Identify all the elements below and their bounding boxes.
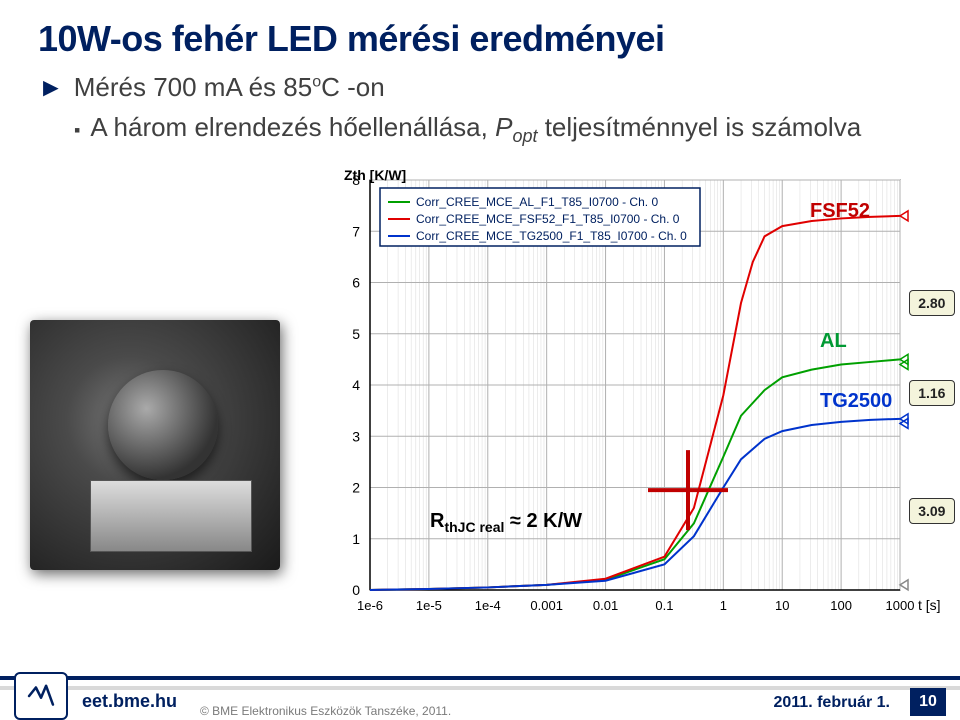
svg-text:Corr_CREE_MCE_TG2500_F1_T85_I0: Corr_CREE_MCE_TG2500_F1_T85_I0700 - Ch. … [416, 229, 687, 243]
bullet-1-a: Mérés 700 mA és 85 [74, 72, 312, 102]
rth-annotation: RthJC real ≈ 2 K/W [430, 510, 582, 535]
svg-text:5: 5 [352, 326, 360, 342]
bullet-2: ▪ A három elrendezés hőellenállása, Popt… [74, 112, 861, 147]
play-bullet-icon: ► [38, 72, 64, 103]
instrument-photo [30, 320, 280, 570]
svg-text:t [s]: t [s] [918, 597, 941, 613]
svg-text:1000: 1000 [886, 598, 915, 613]
svg-text:6: 6 [352, 275, 360, 291]
svg-text:Corr_CREE_MCE_FSF52_F1_T85_I07: Corr_CREE_MCE_FSF52_F1_T85_I0700 - Ch. 0 [416, 212, 680, 226]
b2b: teljesítménnyel is számolva [537, 112, 861, 142]
bullet-1-sup: o [312, 73, 321, 90]
svg-text:Corr_CREE_MCE_AL_F1_T85_I0700: Corr_CREE_MCE_AL_F1_T85_I0700 - Ch. 0 [416, 195, 658, 209]
label-fsf52: FSF52 [810, 200, 870, 223]
callout-value: 3.09 [909, 498, 955, 524]
square-bullet-icon: ▪ [74, 120, 80, 141]
svg-text:2: 2 [352, 480, 360, 496]
dept-logo [14, 672, 68, 720]
svg-text:7: 7 [352, 223, 360, 239]
b2a: A három elrendezés hőellenállása, [90, 112, 495, 142]
b2opt: opt [512, 126, 537, 146]
svg-text:0: 0 [352, 582, 360, 598]
svg-text:1e-5: 1e-5 [416, 598, 442, 613]
bullet-1-text: Mérés 700 mA és 85oC -on [74, 72, 385, 103]
footer-rule-navy [0, 676, 960, 680]
footer-site: eet.bme.hu [82, 691, 177, 712]
zth-chart: 0123456781e-61e-51e-40.0010.010.11101001… [300, 170, 950, 640]
svg-text:1e-4: 1e-4 [475, 598, 501, 613]
svg-text:1e-6: 1e-6 [357, 598, 383, 613]
footer-date: 2011. február 1. [773, 694, 890, 712]
svg-text:4: 4 [352, 377, 360, 393]
svg-text:10: 10 [775, 598, 789, 613]
svg-text:0.001: 0.001 [530, 598, 563, 613]
svg-text:3: 3 [352, 428, 360, 444]
b2p: P [495, 112, 512, 142]
svg-text:1: 1 [352, 531, 360, 547]
label-al: AL [820, 330, 847, 353]
footer-page-number: 10 [910, 688, 946, 716]
callout-value: 1.16 [909, 380, 955, 406]
bullet-1-b: C -on [321, 72, 385, 102]
bullet-1: ► Mérés 700 mA és 85oC -on [38, 72, 385, 103]
footer-rule-grey [0, 686, 960, 690]
footer-copyright: © BME Elektronikus Eszközök Tanszéke, 20… [200, 704, 451, 718]
svg-text:1: 1 [720, 598, 727, 613]
svg-text:0.01: 0.01 [593, 598, 618, 613]
callout-value: 2.80 [909, 290, 955, 316]
label-tg2500: TG2500 [820, 390, 892, 413]
svg-text:Zth [K/W]: Zth [K/W] [344, 170, 406, 183]
slide-title: 10W-os fehér LED mérési eredményei [38, 18, 665, 60]
slide: 10W-os fehér LED mérési eredményei ► Mér… [0, 0, 960, 720]
svg-text:100: 100 [830, 598, 852, 613]
bullet-2-text: A három elrendezés hőellenállása, Popt t… [90, 112, 861, 147]
svg-text:0.1: 0.1 [655, 598, 673, 613]
